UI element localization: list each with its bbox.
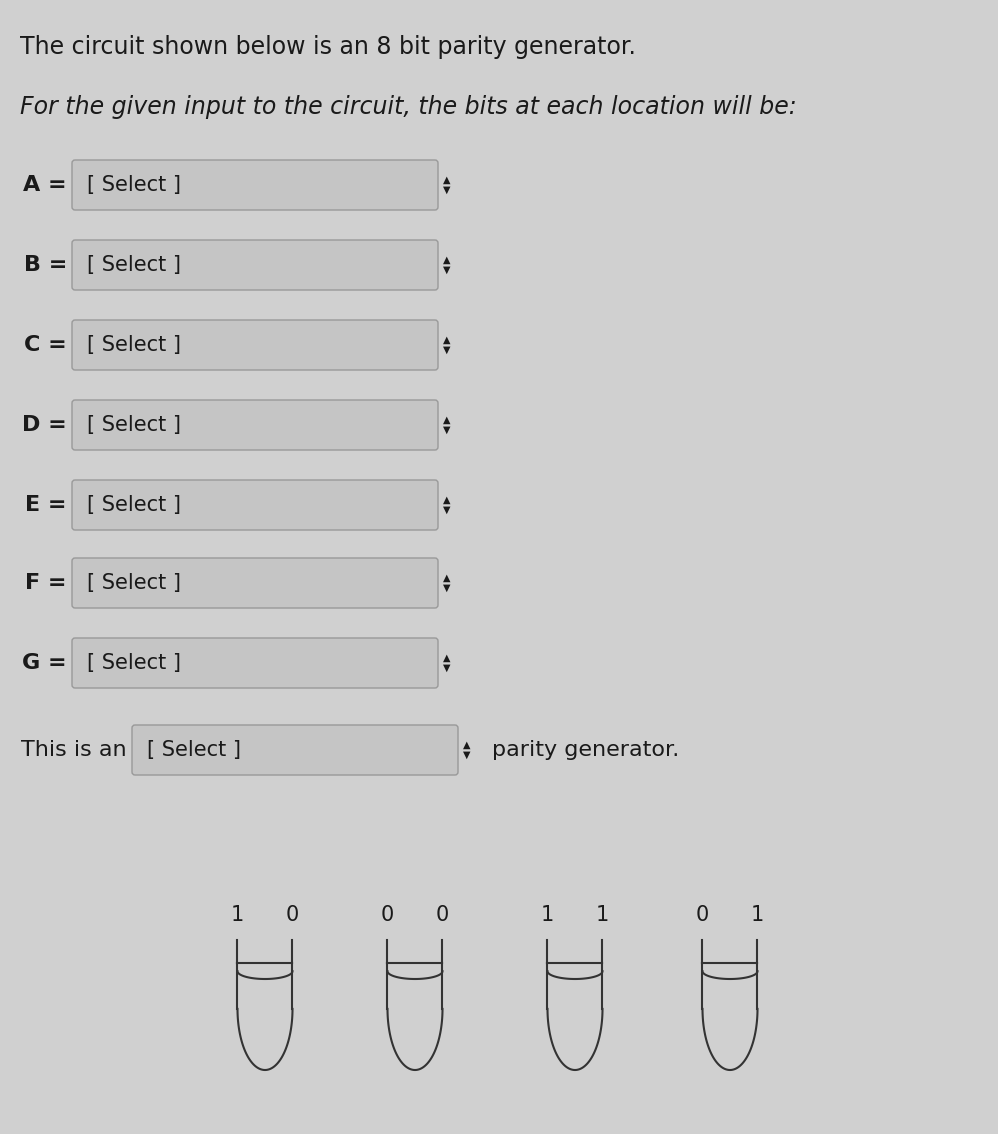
Text: 0: 0 xyxy=(696,905,710,925)
Text: [ Select ]: [ Select ] xyxy=(87,573,181,593)
Text: D =: D = xyxy=(22,415,67,435)
Text: This is an: This is an xyxy=(21,741,127,760)
Text: ▼: ▼ xyxy=(443,583,451,593)
Text: 1: 1 xyxy=(231,905,245,925)
Text: ▼: ▼ xyxy=(443,345,451,355)
Text: 0: 0 xyxy=(285,905,299,925)
FancyBboxPatch shape xyxy=(72,240,438,290)
FancyBboxPatch shape xyxy=(72,480,438,530)
Text: 1: 1 xyxy=(541,905,554,925)
Text: ▼: ▼ xyxy=(443,425,451,435)
Text: [ Select ]: [ Select ] xyxy=(87,496,181,515)
Text: 0: 0 xyxy=(436,905,449,925)
FancyBboxPatch shape xyxy=(132,725,458,775)
Text: G =: G = xyxy=(22,653,67,672)
Text: ▲: ▲ xyxy=(443,573,451,583)
Text: [ Select ]: [ Select ] xyxy=(87,415,181,435)
Text: ▲: ▲ xyxy=(443,415,451,425)
Text: B =: B = xyxy=(24,255,67,276)
Text: 0: 0 xyxy=(381,905,394,925)
Text: ▲: ▲ xyxy=(443,496,451,505)
Text: [ Select ]: [ Select ] xyxy=(87,653,181,672)
Text: The circuit shown below is an 8 bit parity generator.: The circuit shown below is an 8 bit pari… xyxy=(20,35,636,59)
Text: A =: A = xyxy=(23,175,67,195)
Text: ▲: ▲ xyxy=(443,653,451,663)
Text: 1: 1 xyxy=(596,905,609,925)
Text: ▼: ▼ xyxy=(443,185,451,195)
Text: 1: 1 xyxy=(750,905,764,925)
Text: ▼: ▼ xyxy=(443,663,451,672)
Text: parity generator.: parity generator. xyxy=(492,741,680,760)
FancyBboxPatch shape xyxy=(72,558,438,608)
Text: E =: E = xyxy=(26,496,67,515)
Text: ▼: ▼ xyxy=(443,265,451,276)
Text: [ Select ]: [ Select ] xyxy=(147,741,241,760)
Text: ▼: ▼ xyxy=(463,750,471,760)
FancyBboxPatch shape xyxy=(72,638,438,688)
Text: ▲: ▲ xyxy=(443,175,451,185)
Text: [ Select ]: [ Select ] xyxy=(87,175,181,195)
FancyBboxPatch shape xyxy=(72,320,438,370)
Text: ▲: ▲ xyxy=(443,335,451,345)
FancyBboxPatch shape xyxy=(72,160,438,210)
Text: F =: F = xyxy=(26,573,67,593)
Text: C =: C = xyxy=(24,335,67,355)
Text: ▲: ▲ xyxy=(443,255,451,265)
Text: [ Select ]: [ Select ] xyxy=(87,255,181,276)
FancyBboxPatch shape xyxy=(72,400,438,450)
Text: For the given input to the circuit, the bits at each location will be:: For the given input to the circuit, the … xyxy=(20,95,796,119)
Text: ▲: ▲ xyxy=(463,741,471,750)
Text: ▼: ▼ xyxy=(443,505,451,515)
Text: [ Select ]: [ Select ] xyxy=(87,335,181,355)
